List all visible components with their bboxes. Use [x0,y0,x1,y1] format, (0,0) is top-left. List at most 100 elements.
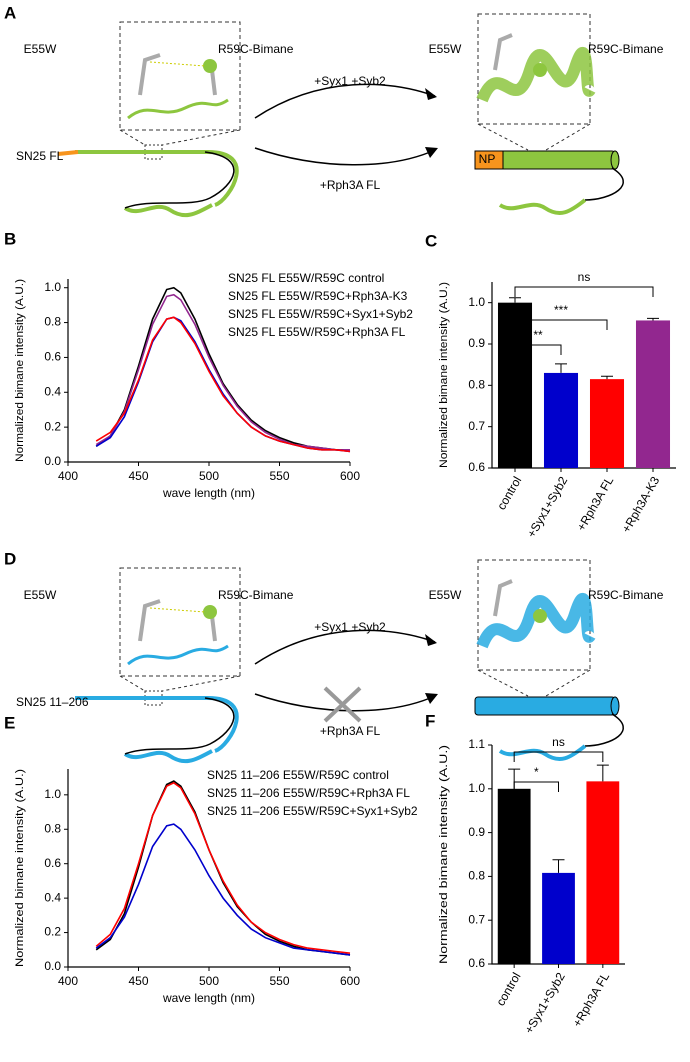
significance-bracket [513,751,604,762]
significance-label: ns [578,270,591,284]
y-tick-label: 0.7 [468,912,485,926]
legend-entry: SN25 FL E55W/R59C control [228,271,384,285]
panel-label: B [4,229,16,248]
bimane [203,605,217,619]
x-tick-label: 500 [199,974,219,988]
panel-label: F [425,711,435,730]
x-tick-label: 550 [269,974,289,988]
diagram-label: R59C-Bimane [218,588,294,602]
arrow [254,629,436,665]
significance-bracket [514,319,608,330]
y-tick-label: 0.2 [44,419,61,433]
inset-box [477,13,591,125]
y-tick-label: 0.4 [44,384,61,398]
y-axis-label: Normalized bimane intensity (A.U.) [14,279,26,462]
error-bar [552,859,565,873]
fret-line [149,607,206,613]
fret-line [149,61,206,67]
y-axis-label: Normalized bimane intensity (A.U.) [438,745,450,964]
panel-label: A [4,3,16,22]
diagram-label: +Rph3A FL [320,178,381,192]
diagram-label: R59C-Bimane [588,588,664,602]
side-chain [138,599,217,642]
y-tick-label: 1.1 [468,737,485,751]
y-tick-label: 0.0 [44,454,61,468]
blocked-cross [323,686,362,723]
y-tick-label: 0.6 [44,856,61,870]
arrow-head [425,634,437,646]
protein-tail [498,198,587,216]
zoom-lines [119,129,241,146]
y-tick-label: 0.8 [44,315,61,329]
helix [476,47,596,103]
y-tick-label: 0.0 [44,959,61,973]
diagram-label: R59C-Bimane [588,42,664,56]
arrow [254,147,436,166]
x-tick-label: control [493,970,523,1008]
bar [497,788,531,964]
arrow-head [425,88,437,100]
x-tick-label: control [494,474,524,512]
legend-entry: SN25 11–206 E55W/R59C control [207,768,389,782]
panel-label: D [4,549,16,568]
diagram-label: R59C-Bimane [218,42,294,56]
y-tick-label: 0.6 [468,956,485,970]
bar [542,872,575,964]
arrow-head [425,693,438,704]
x-tick-label: +Rph3A FL [570,970,612,1030]
spectrum-line [95,316,351,453]
diagram-label: E55W [24,42,57,56]
error-bar [601,375,613,380]
linker [584,167,624,201]
bimane [533,63,547,77]
legend-entry: SN25 FL E55W/R59C+Rph3A FL [228,325,406,339]
spectrum-line [95,781,351,954]
x-tick-label: 600 [340,974,360,988]
arrow [254,693,436,712]
legend-entry: SN25 FL E55W/R59C+Syx1+Syb2 [228,307,413,321]
y-tick-label: 0.8 [44,821,61,835]
y-tick-label: 0.8 [468,378,485,392]
spectrum-line [95,823,351,956]
diagram-label: NP [479,152,496,166]
protein [75,149,239,218]
x-tick-label: +Syx1+Syb2 [524,474,570,540]
diagram-label: SN25 FL [16,149,64,163]
diagram-label: E55W [429,588,462,602]
error-bar [596,764,609,782]
x-tick-label: 400 [58,469,78,483]
bimane [533,609,547,623]
linker [584,713,624,747]
significance-bracket [514,286,654,297]
protein-fragment [127,644,229,666]
inset-box [477,559,591,671]
protein-tail [498,744,587,762]
protein [75,695,239,764]
x-axis-label: wave length (nm) [162,991,255,1005]
helix [476,593,596,649]
legend-entry: SN25 11–206 E55W/R59C+Rph3A FL [207,786,410,800]
y-tick-label: 1.0 [44,280,61,294]
y-tick-label: 0.7 [468,419,485,433]
side-chain [493,579,513,617]
y-tick-label: 0.9 [468,336,485,350]
arrow-head [425,147,438,158]
diagram-label: +Syx1 +Syb2 [314,620,386,634]
linker [124,697,235,755]
y-tick-label: 1.0 [44,787,61,801]
legend-entry: SN25 11–206 E55W/R59C+Syx1+Syb2 [207,804,418,818]
side-chain [493,33,513,71]
diagram-label: E55W [429,42,462,56]
legend-entry: SN25 FL E55W/R59C+Rph3A-K3 [228,289,408,303]
bar [635,320,671,468]
rod [474,696,616,716]
n-peptide-box [474,150,504,170]
zoom-lines [119,675,241,692]
inset-box [119,567,241,677]
y-tick-label: 0.4 [44,890,61,904]
schematic: E55W R59C-Bimane +Syx1 +Syb2 +Rph3A FL SN25 … [16,13,664,218]
significance-bracket [514,344,562,355]
y-tick-label: 0.6 [44,350,61,364]
y-tick-label: 1.0 [468,781,485,795]
